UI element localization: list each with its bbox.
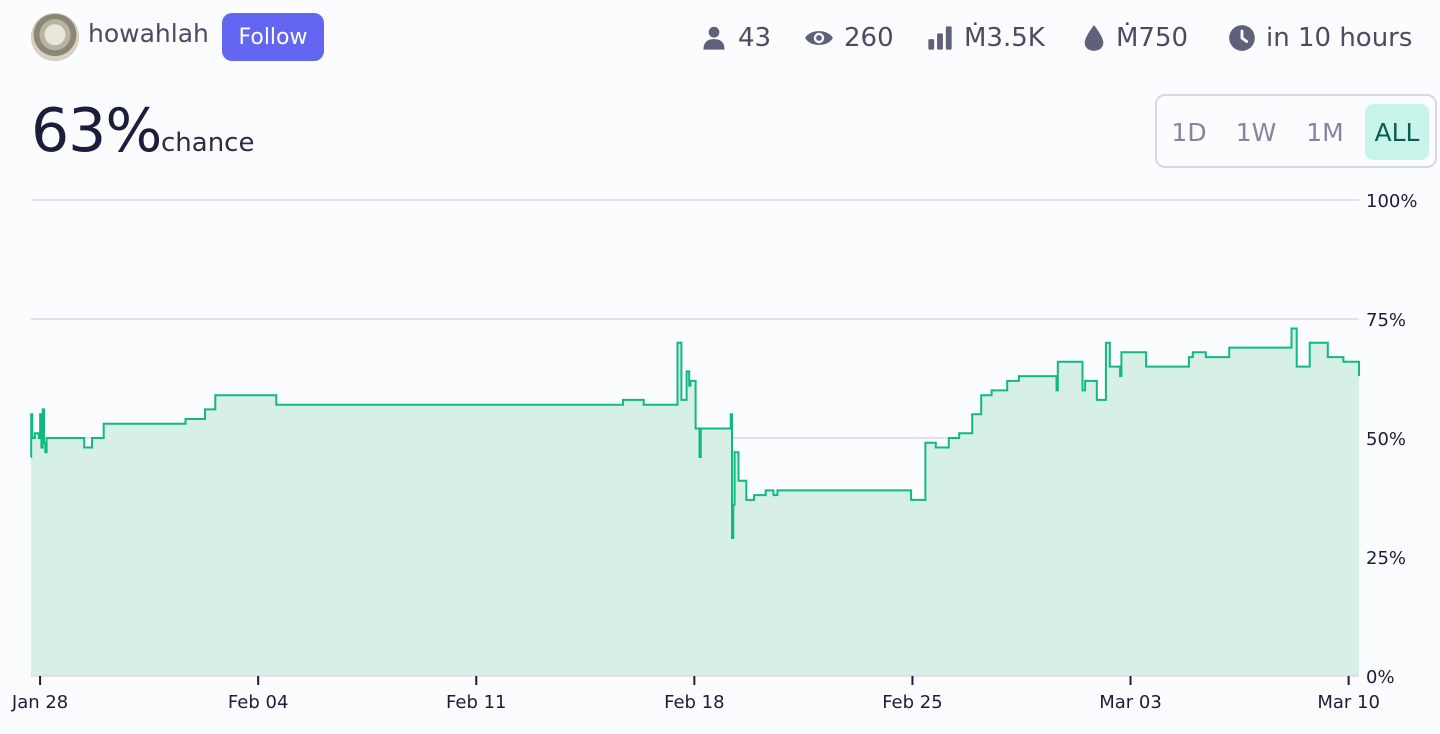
- traders-stat: 43: [700, 18, 771, 58]
- range-1d-button[interactable]: 1D: [1171, 117, 1207, 147]
- y-tick-label: 0%: [1366, 667, 1395, 688]
- range-all-button[interactable]: ALL: [1365, 104, 1429, 160]
- y-axis: 0% 25% 50% 75% 100%: [1366, 191, 1417, 688]
- time-range-selector: 1D 1W 1M ALL: [1155, 94, 1437, 168]
- x-tick-label: Mar 03: [1099, 692, 1162, 713]
- y-tick-label: 75%: [1366, 310, 1406, 331]
- eye-icon: [805, 31, 833, 45]
- volume-value: Ṁ3.5K: [964, 23, 1045, 53]
- y-tick-label: 25%: [1366, 548, 1406, 569]
- x-tick-label: Feb 18: [664, 692, 725, 713]
- close-time-stat: in 10 hours: [1228, 18, 1412, 58]
- probability-label: chance: [161, 128, 255, 158]
- range-1w-button[interactable]: 1W: [1235, 117, 1277, 147]
- liquidity-stat: Ṁ750: [1082, 18, 1188, 58]
- y-tick-label: 100%: [1366, 191, 1417, 212]
- market-header: howahlah Follow 43 260 Ṁ3.5K Ṁ750 in 10 …: [0, 0, 1440, 76]
- liquidity-value: Ṁ750: [1116, 23, 1189, 53]
- creator-username[interactable]: howahlah: [88, 19, 209, 48]
- traders-count: 43: [738, 23, 772, 53]
- x-tick-label: Feb 04: [228, 692, 289, 713]
- views-count: 260: [844, 23, 894, 53]
- views-stat: 260: [804, 18, 894, 58]
- x-tick-label: Feb 25: [882, 692, 943, 713]
- probability-line: [30, 327, 1360, 539]
- close-time: in 10 hours: [1266, 23, 1413, 53]
- volume-stat: Ṁ3.5K: [926, 18, 1045, 58]
- x-axis: Jan 28 Feb 04 Feb 11 Feb 18 Feb 25 Mar 03 Mar …: [11, 675, 1380, 713]
- y-tick-label: 50%: [1366, 429, 1406, 450]
- x-tick-label: Jan 28: [11, 692, 68, 713]
- avatar[interactable]: [31, 13, 79, 61]
- user-icon: [703, 26, 725, 50]
- follow-button[interactable]: Follow: [222, 13, 324, 61]
- clock-icon: [1229, 25, 1255, 51]
- range-1m-button[interactable]: 1M: [1306, 117, 1344, 147]
- bar-chart-icon: [928, 26, 952, 50]
- droplet-icon: [1084, 25, 1104, 51]
- probability-area: [31, 328, 1359, 676]
- x-tick-label: Feb 11: [446, 692, 507, 713]
- x-tick-label: Mar 10: [1317, 692, 1380, 713]
- probability-value: 63%: [31, 96, 162, 166]
